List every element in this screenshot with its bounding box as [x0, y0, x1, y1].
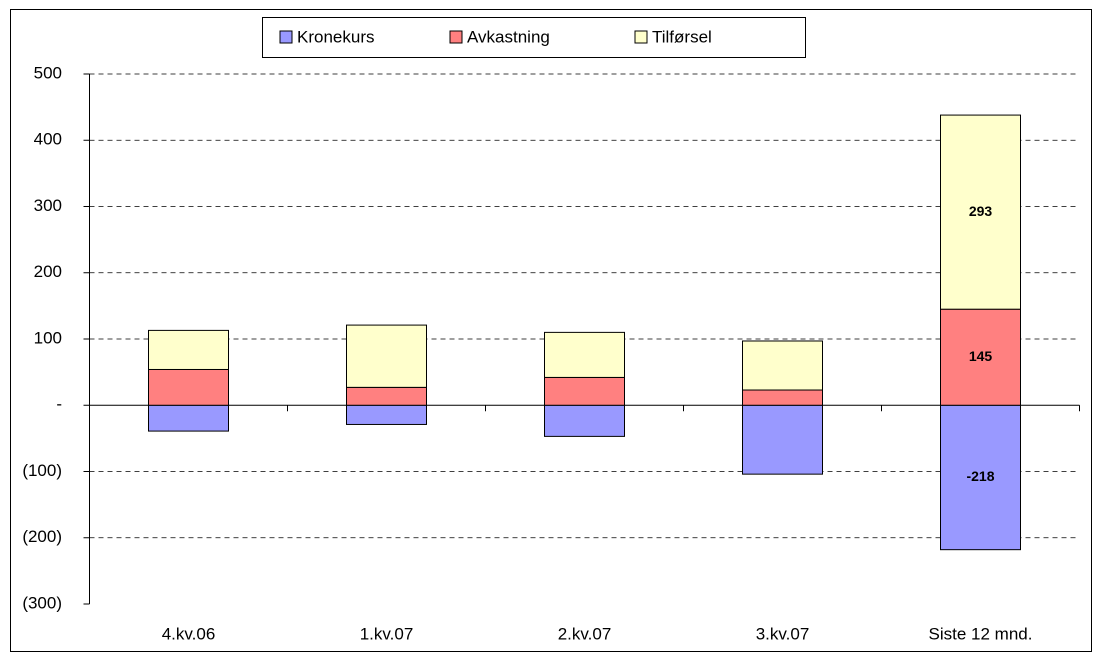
legend-swatch	[634, 30, 648, 44]
bar-segment	[346, 386, 427, 406]
y-tick-label: 300	[34, 196, 62, 215]
y-tick-label: (100)	[22, 461, 62, 480]
y-tick-label: 200	[34, 262, 62, 281]
bar-segment	[940, 308, 1021, 406]
data-label: -218	[966, 468, 994, 484]
legend-label: Avkastning	[467, 27, 550, 46]
legend-swatch	[279, 30, 293, 44]
bar-segment	[148, 404, 229, 432]
data-label: 293	[969, 203, 993, 219]
x-tick-label: 1.kv.07	[360, 624, 414, 643]
bar-segment	[544, 404, 625, 437]
y-tick-label: 400	[34, 130, 62, 149]
legend-swatch	[449, 30, 463, 44]
data-label: 145	[969, 348, 993, 364]
bar-segment	[742, 340, 823, 391]
legend-label: Tilførsel	[652, 27, 712, 46]
bar-segment	[544, 376, 625, 406]
bar-segment	[544, 331, 625, 378]
x-tick-label: Siste 12 mnd.	[929, 624, 1033, 643]
y-tick-label: 100	[34, 328, 62, 347]
bar-segment	[742, 389, 823, 406]
y-tick-label: -	[56, 395, 62, 414]
y-tick-label: 500	[34, 63, 62, 82]
y-tick-label: (200)	[22, 527, 62, 546]
legend-label: Kronekurs	[297, 27, 374, 46]
x-tick-label: 4.kv.06	[162, 624, 216, 643]
bar-segment	[148, 329, 229, 370]
bar-segment	[346, 324, 427, 388]
bar-segment	[940, 404, 1021, 551]
legend-box	[262, 17, 806, 58]
x-tick-label: 3.kv.07	[756, 624, 810, 643]
y-tick-label: (300)	[22, 593, 62, 612]
bar-segment	[346, 404, 427, 425]
bar-segment	[940, 114, 1021, 310]
x-tick-label: 2.kv.07	[558, 624, 612, 643]
bar-segment	[742, 404, 823, 475]
bar-segment	[148, 368, 229, 406]
